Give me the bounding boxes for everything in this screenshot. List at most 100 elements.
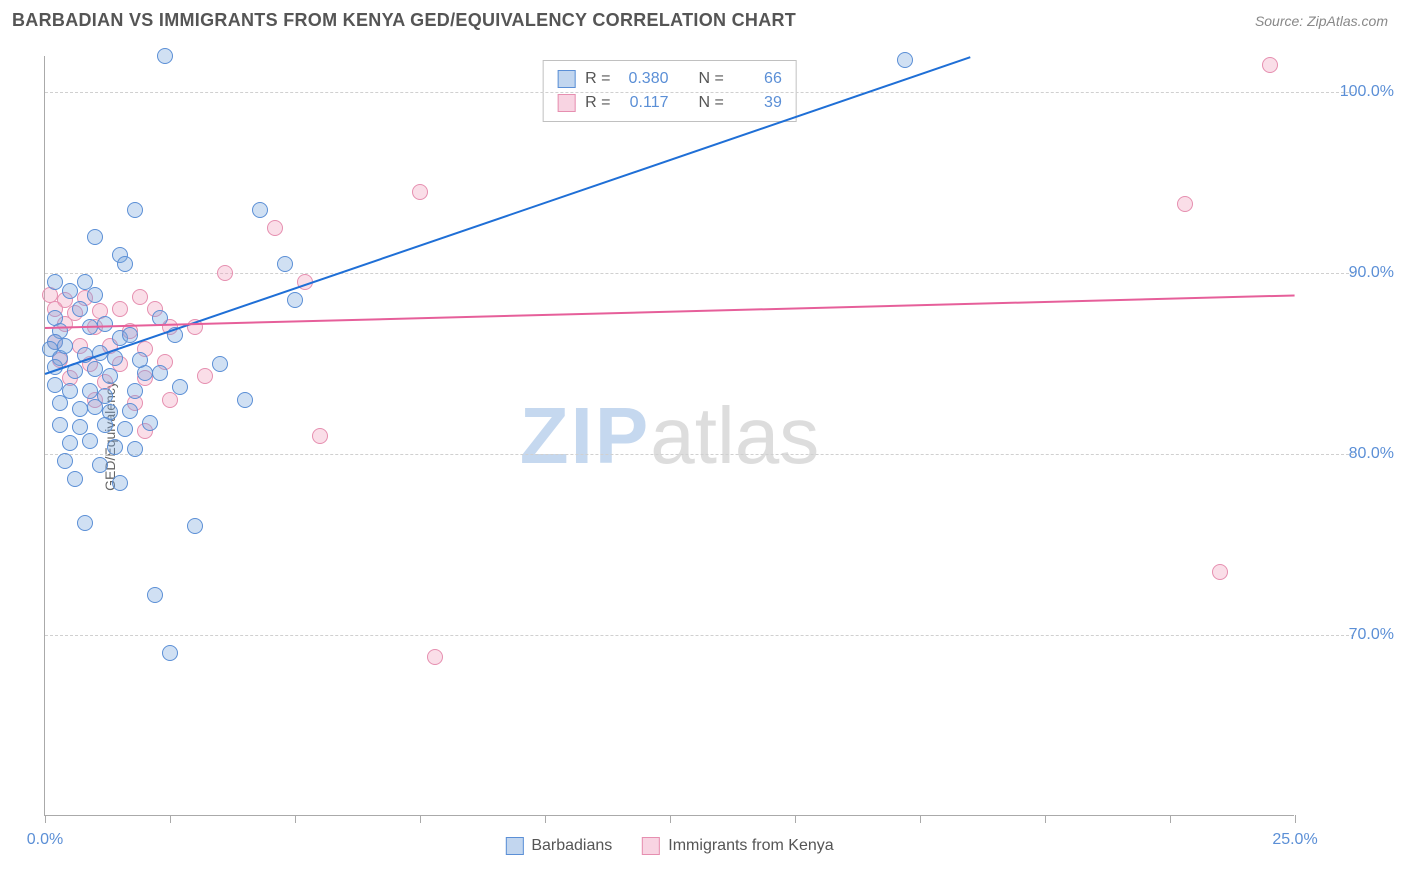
data-point-kenya bbox=[412, 184, 428, 200]
y-tick-label: 70.0% bbox=[1324, 626, 1394, 644]
watermark-zip: ZIP bbox=[520, 391, 650, 480]
data-point-barbadian bbox=[97, 316, 113, 332]
data-point-barbadian bbox=[82, 433, 98, 449]
bottom-legend: Barbadians Immigrants from Kenya bbox=[505, 837, 833, 855]
n-value-pink: 39 bbox=[734, 91, 782, 115]
data-point-barbadian bbox=[52, 417, 68, 433]
trendline-barbadians bbox=[45, 56, 971, 375]
data-point-barbadian bbox=[127, 202, 143, 218]
data-point-barbadian bbox=[897, 52, 913, 68]
y-tick-label: 100.0% bbox=[1324, 83, 1394, 101]
legend-item-pink: Immigrants from Kenya bbox=[642, 837, 833, 855]
data-point-barbadian bbox=[92, 457, 108, 473]
data-point-kenya bbox=[217, 265, 233, 281]
data-point-barbadian bbox=[47, 377, 63, 393]
n-label: N = bbox=[699, 67, 724, 91]
r-value-pink: 0.117 bbox=[621, 91, 669, 115]
swatch-blue-icon bbox=[557, 70, 575, 88]
x-tick bbox=[1170, 815, 1171, 823]
legend-label-pink: Immigrants from Kenya bbox=[668, 837, 833, 855]
data-point-barbadian bbox=[127, 383, 143, 399]
data-point-barbadian bbox=[117, 256, 133, 272]
data-point-barbadian bbox=[287, 292, 303, 308]
data-point-barbadian bbox=[72, 301, 88, 317]
x-tick-label: 0.0% bbox=[27, 831, 63, 849]
gridline bbox=[45, 92, 1354, 93]
x-tick bbox=[45, 815, 46, 823]
data-point-kenya bbox=[427, 649, 443, 665]
data-point-barbadian bbox=[112, 475, 128, 491]
data-point-barbadian bbox=[157, 48, 173, 64]
data-point-barbadian bbox=[187, 518, 203, 534]
scatter-chart: GED/Equivalency ZIPatlas R = 0.380 N = 6… bbox=[44, 56, 1294, 816]
data-point-barbadian bbox=[57, 338, 73, 354]
data-point-barbadian bbox=[67, 471, 83, 487]
data-point-barbadian bbox=[147, 587, 163, 603]
page-title: BARBADIAN VS IMMIGRANTS FROM KENYA GED/E… bbox=[12, 10, 796, 31]
watermark-atlas: atlas bbox=[650, 391, 819, 480]
n-value-blue: 66 bbox=[734, 67, 782, 91]
n-label-2: N = bbox=[699, 91, 724, 115]
data-point-barbadian bbox=[87, 229, 103, 245]
data-point-barbadian bbox=[77, 515, 93, 531]
x-tick bbox=[920, 815, 921, 823]
x-tick-label: 25.0% bbox=[1272, 831, 1317, 849]
data-point-barbadian bbox=[132, 352, 148, 368]
data-point-barbadian bbox=[102, 368, 118, 384]
legend-label-blue: Barbadians bbox=[531, 837, 612, 855]
data-point-barbadian bbox=[162, 645, 178, 661]
gridline bbox=[45, 454, 1354, 455]
data-point-barbadian bbox=[122, 403, 138, 419]
data-point-barbadian bbox=[252, 202, 268, 218]
data-point-barbadian bbox=[82, 383, 98, 399]
data-point-barbadian bbox=[122, 327, 138, 343]
data-point-barbadian bbox=[87, 287, 103, 303]
data-point-barbadian bbox=[237, 392, 253, 408]
data-point-kenya bbox=[267, 220, 283, 236]
x-tick bbox=[1045, 815, 1046, 823]
data-point-barbadian bbox=[57, 453, 73, 469]
data-point-barbadian bbox=[97, 417, 113, 433]
swatch-pink-icon bbox=[557, 94, 575, 112]
data-point-barbadian bbox=[172, 379, 188, 395]
data-point-kenya bbox=[1212, 564, 1228, 580]
data-point-kenya bbox=[197, 368, 213, 384]
data-point-barbadian bbox=[62, 283, 78, 299]
x-tick bbox=[545, 815, 546, 823]
legend-swatch-pink-icon bbox=[642, 837, 660, 855]
data-point-kenya bbox=[1177, 196, 1193, 212]
data-point-barbadian bbox=[52, 395, 68, 411]
r-value-blue: 0.380 bbox=[621, 67, 669, 91]
legend-swatch-blue-icon bbox=[505, 837, 523, 855]
stats-row-pink: R = 0.117 N = 39 bbox=[557, 91, 782, 115]
x-tick bbox=[170, 815, 171, 823]
y-tick-label: 80.0% bbox=[1324, 445, 1394, 463]
data-point-barbadian bbox=[152, 365, 168, 381]
watermark: ZIPatlas bbox=[520, 390, 819, 482]
r-label: R = bbox=[585, 67, 610, 91]
data-point-barbadian bbox=[127, 441, 143, 457]
data-point-barbadian bbox=[87, 399, 103, 415]
source-label: Source: ZipAtlas.com bbox=[1255, 13, 1388, 29]
x-tick bbox=[670, 815, 671, 823]
data-point-kenya bbox=[132, 289, 148, 305]
data-point-barbadian bbox=[72, 419, 88, 435]
trendline-kenya bbox=[45, 295, 1295, 330]
y-tick-label: 90.0% bbox=[1324, 264, 1394, 282]
x-tick bbox=[795, 815, 796, 823]
data-point-kenya bbox=[1262, 57, 1278, 73]
x-tick bbox=[1295, 815, 1296, 823]
x-tick bbox=[420, 815, 421, 823]
stats-row-blue: R = 0.380 N = 66 bbox=[557, 67, 782, 91]
data-point-barbadian bbox=[72, 401, 88, 417]
gridline bbox=[45, 635, 1354, 636]
data-point-barbadian bbox=[212, 356, 228, 372]
data-point-barbadian bbox=[62, 435, 78, 451]
r-label-2: R = bbox=[585, 91, 610, 115]
data-point-kenya bbox=[312, 428, 328, 444]
data-point-barbadian bbox=[47, 274, 63, 290]
data-point-barbadian bbox=[87, 361, 103, 377]
legend-item-blue: Barbadians bbox=[505, 837, 612, 855]
data-point-barbadian bbox=[117, 421, 133, 437]
data-point-barbadian bbox=[142, 415, 158, 431]
